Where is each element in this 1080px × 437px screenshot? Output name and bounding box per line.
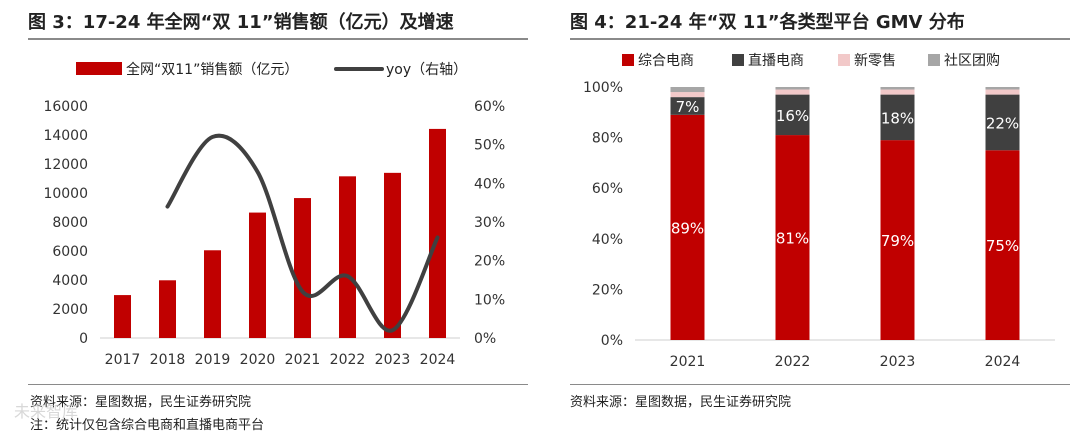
x-tick-label: 2023 — [375, 352, 411, 368]
x-tick-label: 2021 — [670, 354, 706, 370]
stack-segment — [985, 150, 1020, 340]
x-tick-label: 2024 — [420, 352, 456, 368]
left-figure-title: 图 3：17-24 年全网“双 11”销售额（亿元）及增速 — [28, 12, 454, 33]
sales-bar — [339, 176, 356, 338]
y2-tick-label: 30% — [474, 215, 505, 231]
stack-segment — [880, 89, 915, 95]
stack-segment — [670, 87, 705, 93]
legend-swatch — [838, 54, 850, 66]
legend-label: 社区团购 — [944, 53, 1000, 69]
sales-bar — [294, 198, 311, 338]
right-chart: 综合电商 直播电商 新零售 社区团购 0% 20% 40% 60% 80% 100% 89% 7% 20… — [583, 52, 1055, 370]
y-tick-label: 100% — [583, 80, 623, 96]
y-tick-label: 40% — [592, 232, 623, 248]
data-label: 75% — [986, 237, 1019, 255]
watermark-logo: 未来智库 — [14, 402, 79, 421]
right-title-rule — [570, 38, 1070, 40]
data-label: 7% — [676, 98, 700, 116]
data-label: 16% — [776, 107, 809, 125]
data-label: 22% — [986, 114, 1019, 132]
stack-segment — [985, 89, 1020, 95]
data-label: 81% — [776, 230, 809, 248]
legend-label: 直播电商 — [748, 52, 804, 69]
x-tick-label: 2024 — [985, 354, 1021, 370]
x-tick-label: 2018 — [150, 352, 186, 368]
sales-bar — [159, 280, 176, 338]
y2-tick-label: 10% — [474, 292, 505, 308]
y2-tick-label: 60% — [474, 99, 505, 115]
left-chart: 全网“双11”销售额（亿元） yoy（右轴） 0 2000 4000 6000 8000 10… — [43, 61, 505, 368]
stack-segment — [985, 94, 1020, 151]
left-figure: 图 3：17-24 年全网“双 11”销售额（亿元）及增速 全网“双11”销售额… — [0, 0, 535, 437]
sales-bar — [249, 212, 266, 338]
stack-segment — [880, 140, 915, 340]
x-tick-label: 2020 — [240, 352, 276, 368]
right-figure-title: 图 4：21-24 年“双 11”各类型平台 GMV 分布 — [570, 12, 965, 33]
sales-bar — [429, 128, 446, 338]
legend-label-yoy: yoy（右轴） — [386, 62, 467, 78]
left-title-rule — [28, 38, 528, 40]
y2-tick-label: 0% — [474, 331, 496, 347]
data-label: 89% — [671, 219, 704, 237]
stack-segment — [775, 89, 810, 95]
sales-bar — [384, 172, 401, 338]
stack-segment — [880, 87, 915, 90]
x-tick-label: 2023 — [880, 354, 916, 370]
stack-segment — [775, 87, 810, 90]
y-tick-label: 20% — [592, 282, 623, 298]
y-tick-label: 16000 — [43, 99, 88, 115]
legend-label-sales: 全网“双11”销售额（亿元） — [126, 61, 298, 78]
legend-swatch-sales — [76, 62, 122, 75]
right-source-rule — [570, 384, 1070, 385]
y-tick-label: 6000 — [52, 244, 88, 260]
y-tick-label: 8000 — [52, 215, 88, 231]
stack-segment — [670, 114, 705, 340]
x-tick-label: 2021 — [285, 352, 321, 368]
y2-tick-label: 20% — [474, 254, 505, 270]
y-tick-label: 4000 — [52, 273, 88, 289]
right-source: 资料来源：星图数据，民生证券研究院 — [570, 395, 792, 410]
left-note: 注：统计仅包含综合电商和直播电商平台 — [30, 418, 265, 433]
y2-tick-label: 50% — [474, 138, 505, 154]
y-tick-label: 60% — [592, 181, 623, 197]
data-label: 18% — [881, 109, 914, 127]
legend-swatch — [928, 54, 940, 66]
stack-segment — [670, 92, 705, 98]
stack-segment — [670, 97, 705, 115]
sales-bar — [204, 250, 221, 338]
left-source: 资料来源：星图数据，民生证券研究院 — [30, 395, 252, 410]
y-tick-label: 80% — [592, 131, 623, 147]
stack-segment — [985, 87, 1020, 90]
y-tick-label: 0 — [79, 331, 88, 347]
x-tick-label: 2022 — [775, 354, 811, 370]
y-tick-label: 12000 — [43, 157, 88, 173]
stack-segment — [880, 94, 915, 141]
left-source-rule — [28, 384, 528, 385]
stack-segment — [775, 94, 810, 136]
y-tick-label: 10000 — [43, 186, 88, 202]
y-tick-label: 0% — [601, 333, 623, 349]
y-tick-label: 2000 — [52, 302, 88, 318]
legend-label: 综合电商 — [638, 53, 694, 69]
legend-swatch — [732, 54, 744, 66]
y2-tick-label: 40% — [474, 176, 505, 192]
legend-swatch — [622, 54, 634, 66]
x-tick-label: 2019 — [195, 352, 231, 368]
x-tick-label: 2022 — [330, 352, 366, 368]
x-tick-label: 2017 — [105, 352, 141, 368]
y-tick-label: 14000 — [43, 128, 88, 144]
data-label: 79% — [881, 232, 914, 250]
right-figure: 图 4：21-24 年“双 11”各类型平台 GMV 分布 综合电商 直播电商 新零… — [560, 0, 1080, 437]
legend-label: 新零售 — [854, 53, 896, 69]
sales-bar — [114, 295, 131, 338]
stack-segment — [775, 135, 810, 340]
